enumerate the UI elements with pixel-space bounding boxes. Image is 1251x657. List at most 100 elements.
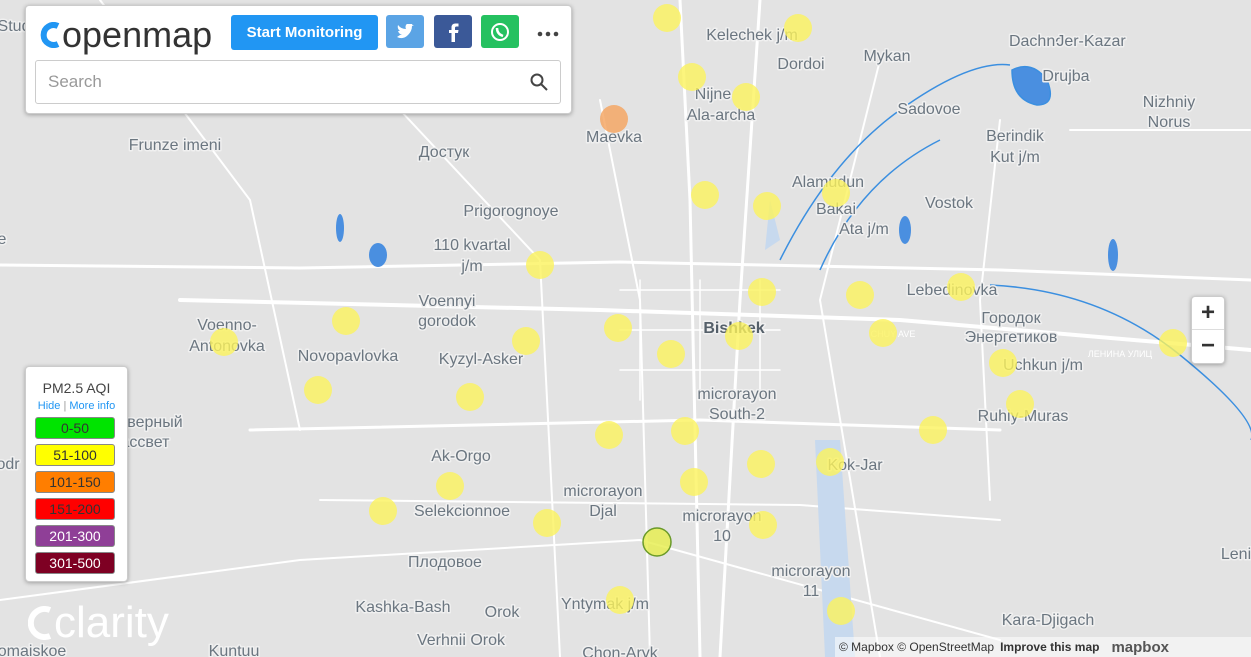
sensor-marker[interactable] (753, 192, 781, 220)
search-icon[interactable] (530, 73, 548, 91)
search-placeholder: Search (48, 72, 102, 91)
start-monitoring-button[interactable]: Start Monitoring (231, 15, 378, 50)
place-label: Djal (589, 503, 617, 520)
sensor-marker[interactable] (732, 83, 760, 111)
sensor-marker[interactable] (691, 181, 719, 209)
sensor-marker[interactable] (436, 472, 464, 500)
place-label: Drujba (1042, 68, 1089, 85)
place-labels: Stud Kelechek j/m Dordoi Mykan DachnoeJer-Ka… (0, 17, 1251, 657)
clarity-text: clarity (54, 598, 169, 647)
place-label: Berindik (986, 128, 1045, 145)
sensor-marker[interactable] (822, 179, 850, 207)
place-label: Kuntuu (209, 643, 260, 657)
place-label: Voenno- (197, 317, 257, 334)
zoom-in[interactable]: + (1192, 297, 1224, 330)
sensor-marker[interactable] (210, 328, 238, 356)
mapbox-logo[interactable]: mapbox (1111, 638, 1169, 656)
improve-link[interactable]: Improve this map (1000, 640, 1100, 654)
place-label: Kut j/m (990, 149, 1040, 166)
place-label: Достук (419, 144, 470, 161)
sensor-marker[interactable] (1159, 329, 1187, 357)
place-label: Jer-Kazar (1056, 33, 1126, 50)
sensor-marker[interactable] (747, 450, 775, 478)
place-label: Vostok (925, 195, 974, 212)
search-box[interactable]: Search (35, 60, 561, 104)
legend-item: 301-500 (35, 552, 115, 574)
place-label: Ata j/m (839, 221, 889, 238)
twitter-button[interactable] (386, 15, 424, 48)
sensor-marker[interactable] (749, 511, 777, 539)
place-label: Norus (1148, 114, 1191, 131)
place-label: верный (127, 414, 182, 431)
sensor-marker[interactable] (512, 327, 540, 355)
logo-icon (40, 22, 60, 48)
sensor-marker[interactable] (827, 597, 855, 625)
sensor-marker[interactable] (816, 448, 844, 476)
sensor-marker[interactable] (846, 281, 874, 309)
place-label: Dordoi (777, 56, 824, 73)
place-label: vomaiskoe (0, 643, 66, 657)
more-menu[interactable] (536, 30, 562, 38)
place-label: Kashka-Bash (355, 599, 450, 616)
hide-link[interactable]: Hide (37, 400, 61, 412)
sensor-marker[interactable] (595, 421, 623, 449)
place-label: microrayon (682, 508, 761, 525)
place-label: Verhnii Orok (417, 632, 506, 649)
sensor-marker[interactable] (680, 468, 708, 496)
sensor-marker[interactable] (657, 340, 685, 368)
attribution: © Mapbox © OpenStreetMap Improve this ma… (835, 637, 1251, 657)
sensor-marker[interactable] (678, 63, 706, 91)
sensor-marker[interactable] (869, 319, 897, 347)
sensor-marker[interactable] (725, 322, 753, 350)
sensor-marker[interactable] (604, 314, 632, 342)
place-label: 10 (713, 528, 731, 545)
facebook-button[interactable] (434, 15, 472, 48)
attribution-text[interactable]: © Mapbox © OpenStreetMap (839, 640, 995, 654)
sensor-marker[interactable] (784, 14, 812, 42)
sensor-marker[interactable] (600, 105, 628, 133)
sensor-marker[interactable] (332, 307, 360, 335)
sensor-marker[interactable] (456, 383, 484, 411)
place-label: Kara-Djigach (1002, 612, 1094, 629)
zoom-out[interactable]: − (1200, 332, 1215, 359)
more-info-link[interactable]: More info (69, 400, 116, 412)
sensor-marker[interactable] (748, 278, 776, 306)
place-label: Nijne (695, 86, 732, 103)
sensor-marker[interactable] (671, 417, 699, 445)
clarity-logo: clarity (28, 598, 169, 648)
zoom-control: + − (1191, 296, 1225, 364)
sensor-marker[interactable] (653, 4, 681, 32)
legend-item: 201-300 (35, 525, 115, 547)
sensor-marker[interactable] (989, 349, 1017, 377)
sensor-marker[interactable] (304, 376, 332, 404)
place-label: microrayon (771, 563, 850, 580)
sensor-marker[interactable] (369, 497, 397, 525)
legend-item: 51-100 (35, 444, 115, 466)
place-label: Leni (1221, 546, 1251, 563)
whatsapp-button[interactable] (481, 15, 519, 48)
place-label: Городок (981, 310, 1041, 327)
logo: openmap (38, 14, 212, 56)
place-label: Orok (485, 604, 521, 621)
sensor-marker[interactable] (947, 273, 975, 301)
place-label: Kyzyl-Asker (439, 351, 524, 368)
place-label: gorodok (418, 313, 477, 330)
sensor-marker[interactable] (526, 251, 554, 279)
place-label: 11 (803, 583, 820, 600)
legend-item: 0-50 (35, 417, 115, 439)
place-label: Frunze imeni (129, 137, 221, 154)
sensor-marker[interactable] (606, 586, 634, 614)
place-label: Voennyi (419, 293, 476, 310)
sensor-marker[interactable] (1006, 390, 1034, 418)
place-label: Mykan (863, 48, 910, 65)
place-label: Yntymak j/m (561, 596, 649, 613)
place-label: microrayon (697, 386, 776, 403)
legend-item: 101-150 (35, 471, 115, 493)
sensor-markers (210, 4, 1187, 625)
sensor-marker[interactable] (919, 416, 947, 444)
sensor-marker[interactable] (533, 509, 561, 537)
sensor-marker[interactable] (642, 527, 672, 557)
place-label: Ala-archa (687, 107, 756, 124)
